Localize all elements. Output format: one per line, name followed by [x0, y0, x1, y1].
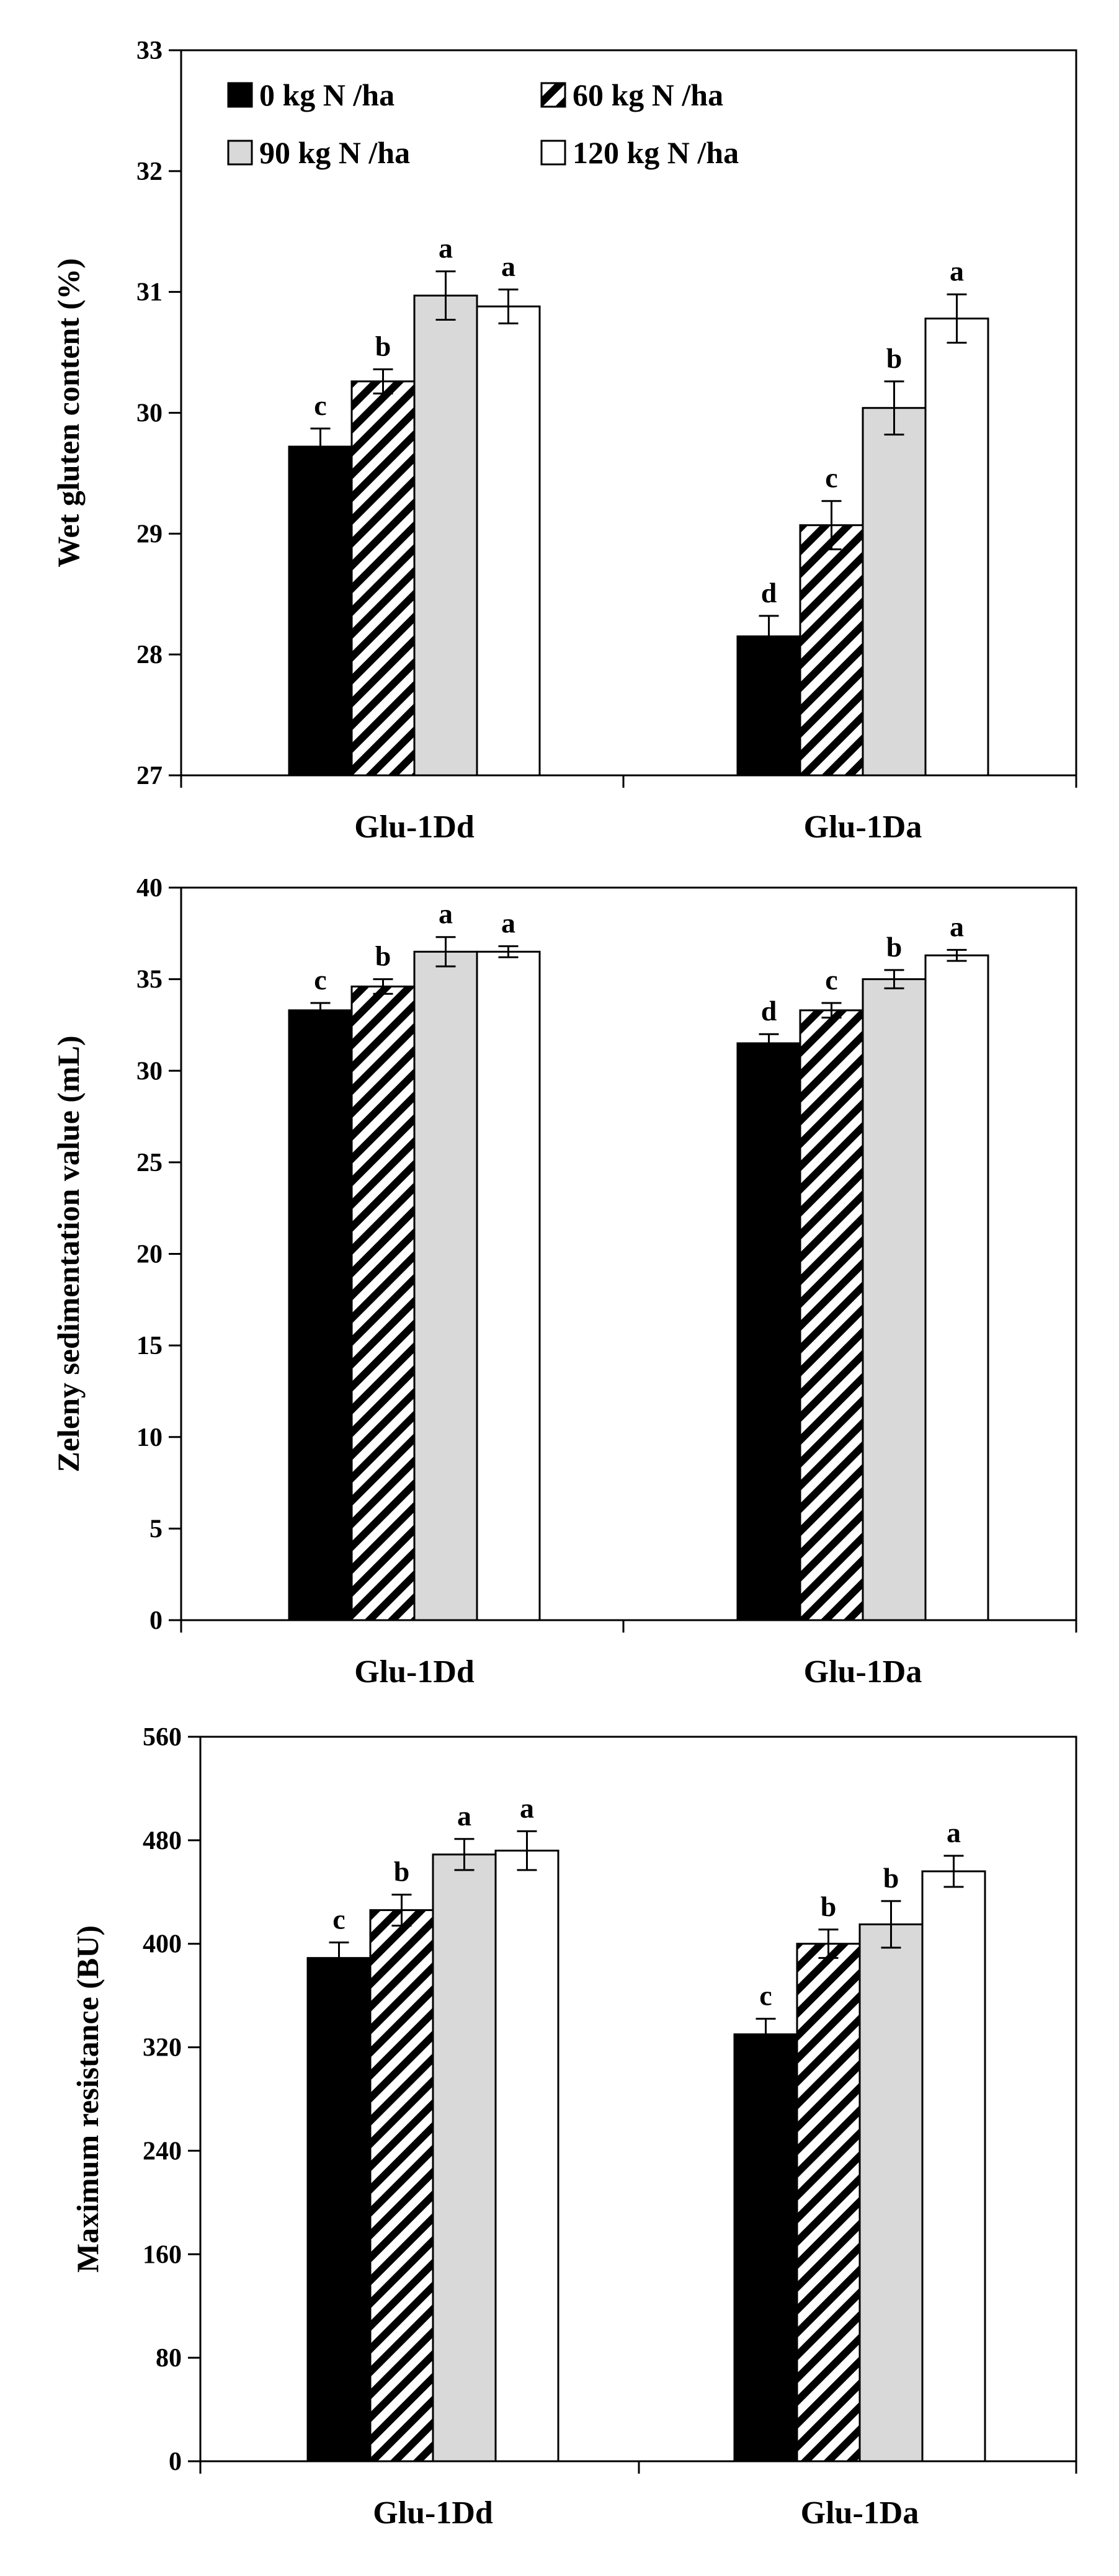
chart-panel-3: 0 80 160 240 320 400 480 560 Maximum resistance … [70, 1723, 1077, 2531]
y-tick-label: 10 [136, 1424, 163, 1452]
significance-letter: b [375, 330, 391, 362]
legend-swatch [227, 82, 253, 108]
bar [306, 1957, 372, 2462]
significance-letter: b [394, 1855, 410, 1887]
significance-letter: b [883, 1862, 899, 1894]
chart-panel-1: 27 28 29 30 31 32 33 Wet gluten content (%) Glu-… [51, 37, 1077, 845]
y-axis-label: Zeleny sedimentation value (mL) [51, 1035, 86, 1472]
y-tick-label: 35 [136, 966, 163, 994]
significance-letter: a [439, 233, 453, 264]
bar [476, 305, 541, 777]
significance-letter: a [439, 898, 453, 930]
y-tick-label: 20 [136, 1241, 163, 1269]
significance-letter: a [501, 251, 515, 282]
y-tick-label: 31 [136, 279, 163, 307]
legend-label: 120 kg N /ha [573, 135, 739, 170]
bar [350, 985, 416, 1621]
significance-letter: b [886, 931, 903, 963]
bar [413, 295, 478, 777]
legend-label: 0 kg N /ha [259, 78, 395, 112]
significance-letter: d [761, 995, 777, 1027]
chart-panel-2: 0 5 10 15 20 25 30 35 40 Zeleny sedimentation val… [51, 874, 1077, 1690]
y-tick-label: 40 [136, 874, 163, 902]
significance-letter: c [332, 1904, 345, 1935]
bar [736, 635, 801, 777]
bar [288, 1009, 353, 1621]
bar [862, 978, 927, 1621]
significance-letter: c [825, 964, 837, 996]
significance-letter: a [457, 1800, 471, 1832]
significance-letter: a [947, 1817, 961, 1848]
y-tick-label: 5 [149, 1515, 163, 1543]
y-tick-label: 0 [169, 2448, 182, 2476]
legend-swatch [540, 140, 566, 166]
legend-label: 60 kg N /ha [573, 78, 723, 112]
significance-letter: d [761, 577, 777, 608]
significance-letter: a [501, 907, 515, 938]
y-tick-label: 27 [136, 762, 163, 790]
bar [924, 318, 989, 777]
y-axis-label: Wet gluten content (%) [51, 258, 86, 568]
significance-letter: b [821, 1891, 837, 1922]
significance-letter: a [950, 256, 964, 287]
bar [799, 1009, 864, 1621]
significance-letter: a [950, 911, 964, 942]
y-tick-label: 560 [143, 1723, 182, 1752]
legend-label: 90 kg N /ha [259, 135, 410, 170]
y-tick-label: 33 [136, 37, 163, 65]
category-label: Glu-1Da [804, 809, 922, 845]
bar [733, 2033, 798, 2462]
bar [736, 1042, 801, 1621]
significance-letter: c [314, 390, 326, 421]
significance-letter: c [314, 964, 326, 996]
bar [476, 950, 541, 1621]
y-tick-label: 480 [143, 1827, 182, 1855]
y-tick-label: 30 [136, 399, 163, 428]
y-tick-label: 29 [136, 520, 163, 548]
y-tick-label: 320 [143, 2034, 182, 2062]
bar [350, 380, 416, 777]
y-tick-label: 28 [136, 641, 163, 669]
bar [432, 1853, 497, 2462]
legend-swatch [227, 140, 253, 166]
y-tick-label: 0 [149, 1607, 163, 1635]
bar [924, 954, 989, 1621]
significance-letter: b [375, 940, 391, 972]
significance-letter: c [759, 1980, 772, 2012]
y-tick-label: 25 [136, 1149, 163, 1177]
bar [369, 1909, 434, 2462]
bar [413, 950, 478, 1621]
y-tick-label: 15 [136, 1332, 163, 1360]
bar [858, 1923, 924, 2462]
significance-letter: b [886, 342, 903, 374]
category-label: Glu-1Da [804, 1654, 922, 1690]
category-label: Glu-1Dd [373, 2495, 493, 2531]
significance-letter: a [520, 1792, 534, 1824]
legend-swatch [540, 82, 566, 108]
y-tick-label: 80 [156, 2344, 182, 2373]
bar [862, 407, 927, 777]
bar [799, 524, 864, 777]
bar [796, 1943, 861, 2462]
y-tick-label: 30 [136, 1057, 163, 1085]
legend: 0 kg N /ha 60 kg N /ha 90 kg N /ha 120 kg N… [227, 78, 739, 170]
y-tick-label: 400 [143, 1930, 182, 1959]
y-axis-label: Maximum resistance (BU) [70, 1925, 105, 2273]
y-tick-label: 160 [143, 2240, 182, 2269]
y-tick-label: 32 [136, 158, 163, 186]
bar [494, 1850, 560, 2462]
category-label: Glu-1Dd [354, 809, 475, 845]
significance-letter: c [825, 462, 837, 494]
y-tick-label: 240 [143, 2137, 182, 2165]
bar [288, 445, 353, 777]
category-label: Glu-1Dd [354, 1654, 475, 1690]
bar [921, 1870, 986, 2462]
category-label: Glu-1Da [801, 2495, 919, 2531]
